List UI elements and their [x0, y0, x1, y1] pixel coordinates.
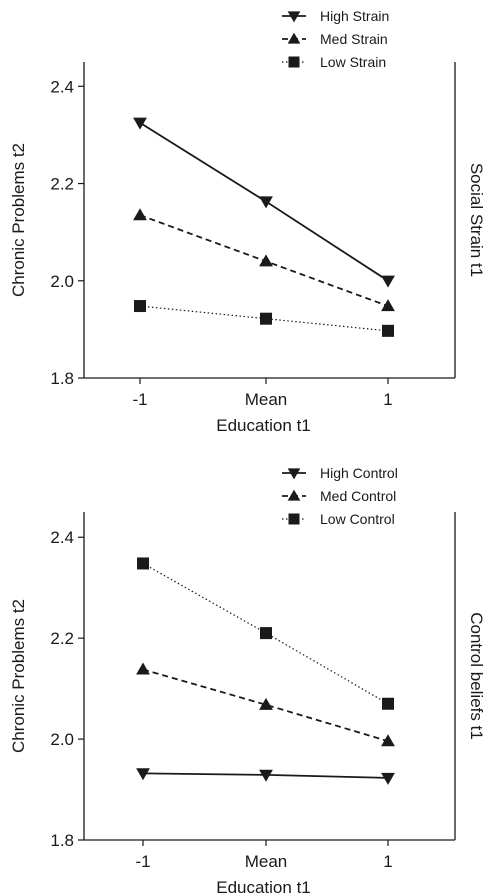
- series-line-3: [139, 305, 389, 332]
- legend-label: Low Strain: [320, 54, 386, 70]
- legend-marker: [287, 468, 301, 480]
- x-tick-label: -1: [135, 852, 150, 871]
- data-point: [137, 557, 149, 570]
- data-point: [134, 300, 146, 313]
- x-tick-label: Mean: [245, 852, 288, 871]
- chart-panel-2: 1.8 2.0 2.2 2.4 -1 Mean 1 Education t1 Chronic P…: [9, 465, 486, 896]
- x-tick-label: Mean: [245, 390, 288, 409]
- data-point: [259, 769, 273, 782]
- y-tick-label: 2.4: [50, 528, 74, 547]
- x-tick-label: 1: [383, 852, 392, 871]
- data-point: [259, 196, 273, 209]
- x-tick-label: -1: [132, 390, 147, 409]
- legend-marker: [288, 56, 300, 68]
- legend-marker: [287, 32, 301, 44]
- y-tick-label: 2.4: [50, 77, 74, 96]
- right-panel-label: Social Strain t1: [467, 163, 486, 277]
- legend-marker: [287, 489, 301, 501]
- y-tick-label: 2.0: [50, 272, 74, 291]
- y-axis-label: Chronic Problems t2: [9, 599, 28, 753]
- data-point: [381, 299, 395, 312]
- data-point: [259, 697, 273, 710]
- data-point: [136, 662, 150, 675]
- y-tick-label: 2.0: [50, 730, 74, 749]
- y-axis-label: Chronic Problems t2: [9, 143, 28, 297]
- x-axis-label: Education t1: [216, 416, 311, 435]
- right-panel-label: Control beliefs t1: [467, 612, 486, 740]
- data-point: [382, 324, 394, 337]
- data-point: [260, 627, 272, 640]
- legend-marker: [287, 11, 301, 23]
- data-point: [382, 697, 394, 710]
- legend-label: Med Control: [320, 488, 396, 504]
- series-line-2: [142, 668, 389, 742]
- legend-label: Low Control: [320, 511, 395, 527]
- y-tick-label: 2.2: [50, 175, 74, 194]
- x-tick-label: 1: [383, 390, 392, 409]
- data-point: [259, 254, 273, 267]
- data-point: [381, 275, 395, 288]
- legend-label: High Strain: [320, 8, 389, 24]
- data-point: [381, 772, 395, 785]
- data-point: [136, 768, 150, 781]
- y-tick-label: 1.8: [50, 831, 74, 850]
- data-point: [381, 734, 395, 747]
- x-axis-label: Education t1: [216, 878, 311, 896]
- y-tick-label: 2.2: [50, 629, 74, 648]
- legend-label: Med Strain: [320, 31, 388, 47]
- legend-label: High Control: [320, 465, 398, 481]
- legend-marker: [288, 513, 300, 525]
- y-tick-label: 1.8: [50, 369, 74, 388]
- data-point: [133, 117, 147, 130]
- data-point: [260, 312, 272, 325]
- chart-panel-1: 1.8 2.0 2.2 2.4 -1 Mean 1 Education t1 Chronic P…: [9, 8, 486, 435]
- data-point: [133, 208, 147, 221]
